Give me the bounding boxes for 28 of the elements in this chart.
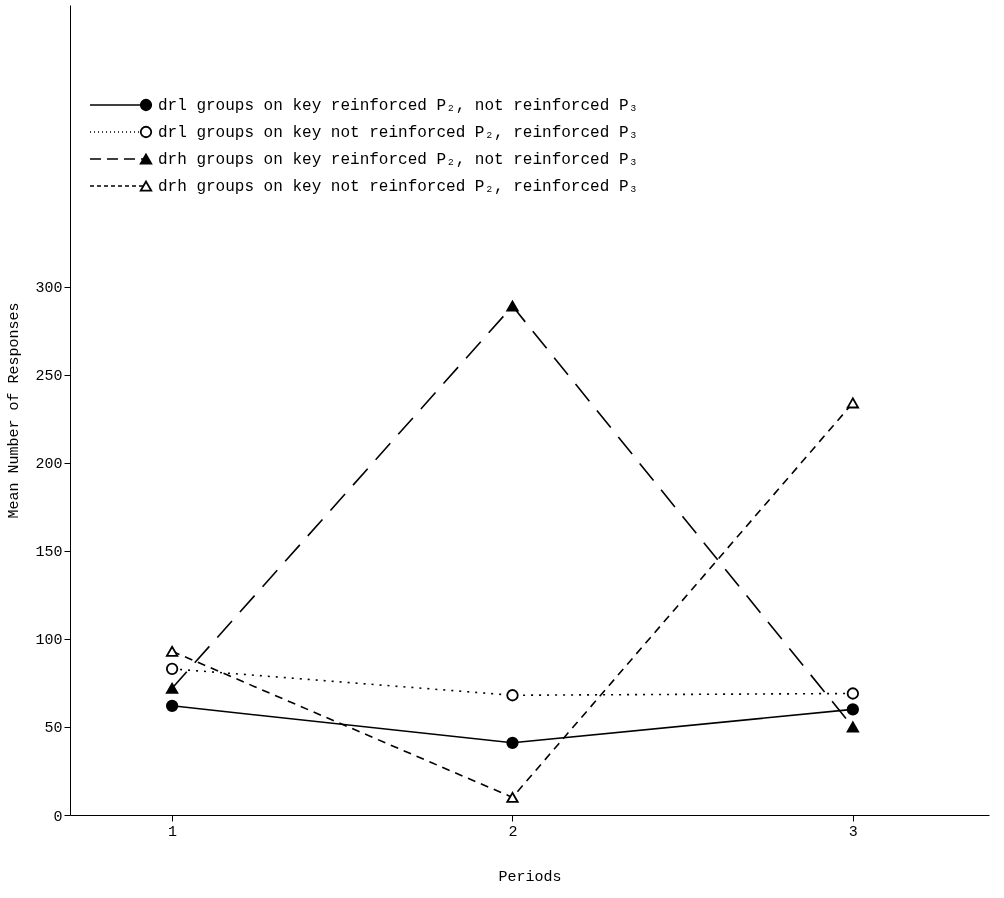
y-tick-label: 150 (35, 544, 63, 562)
y-tick-label: 100 (35, 632, 63, 650)
y-tick-label: 50 (44, 720, 63, 738)
x-tick-label: 2 (508, 823, 518, 841)
legend-label: drl groups on key reinforced P₂, not reinforced P₃ (158, 97, 639, 115)
legend-label: drh groups on key reinforced P₂, not reinforced P₃ (158, 151, 639, 169)
x-tick-label: 1 (168, 823, 178, 841)
point (846, 703, 859, 716)
point (165, 699, 179, 712)
y-tick-label: 300 (35, 280, 63, 298)
point (846, 397, 859, 409)
y-tick-label: 200 (35, 456, 63, 474)
x-axis-title: Periods (498, 868, 562, 886)
legend-label: drl groups on key not reinforced P₂, reinforced P₃ (158, 124, 639, 142)
point (165, 662, 179, 675)
point (506, 791, 519, 803)
point (165, 682, 179, 694)
point (506, 300, 519, 312)
y-tick-label: 0 (53, 808, 63, 826)
point (846, 687, 859, 700)
point (165, 645, 179, 657)
point (506, 736, 519, 749)
y-axis-title: Mean Number of Responses (6, 302, 24, 519)
y-tick-label: 250 (35, 368, 63, 386)
x-tick-label: 3 (848, 823, 858, 841)
point (846, 721, 859, 733)
legend-label: drh groups on key not reinforced P₂, reinforced P₃ (158, 178, 639, 196)
point (506, 689, 519, 702)
